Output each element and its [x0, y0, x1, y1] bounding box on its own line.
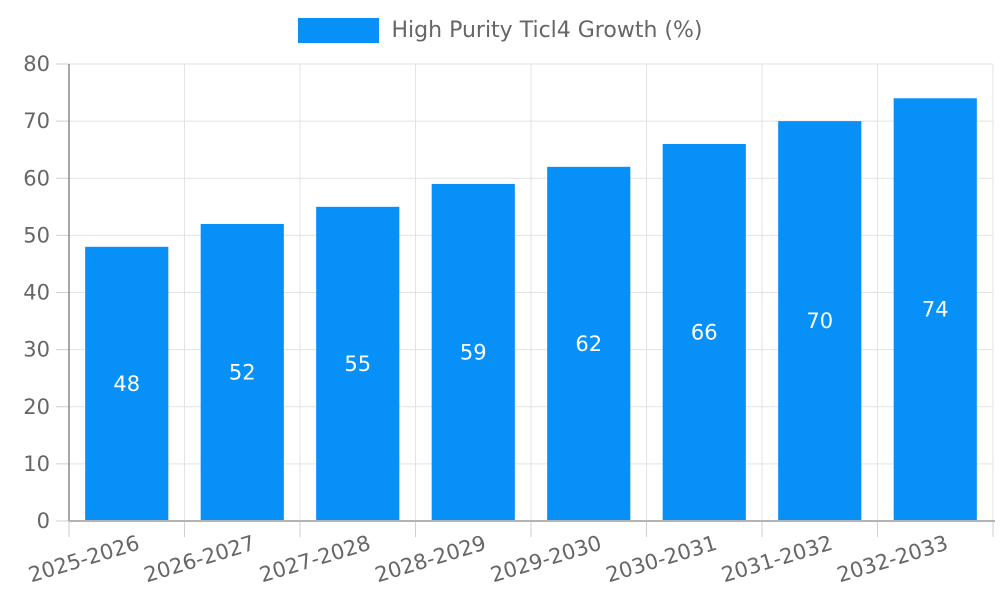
bar-2025-2026[interactable]	[85, 246, 169, 522]
legend-swatch-icon	[297, 18, 379, 43]
legend-label: High Purity Ticl4 Growth (%)	[391, 18, 703, 43]
x-axis-tick-label: 2026-2027	[141, 531, 257, 587]
y-axis-tick-label: 70	[23, 109, 50, 133]
x-axis-tick-label: 2029-2030	[488, 531, 604, 587]
x-axis-tick-label: 2027-2028	[257, 531, 373, 587]
y-axis-tick-label: 10	[23, 452, 50, 476]
bar-2027-2028[interactable]	[316, 206, 400, 521]
bar-value-label: 74	[922, 298, 949, 322]
y-axis-tick-label: 80	[23, 52, 50, 76]
x-axis-tick-label: 2031-2032	[719, 531, 835, 587]
bar-2029-2030[interactable]	[547, 166, 631, 521]
bar-2031-2032[interactable]	[778, 121, 862, 521]
y-axis-tick-label: 0	[37, 509, 50, 533]
bar-value-label: 48	[113, 372, 140, 396]
y-axis-tick-label: 20	[23, 395, 50, 419]
bar-value-label: 55	[344, 352, 371, 376]
x-axis-tick-label: 2028-2029	[372, 531, 488, 587]
legend[interactable]: High Purity Ticl4 Growth (%)	[0, 18, 1000, 43]
bar-value-label: 66	[691, 320, 718, 344]
y-axis-tick-label: 50	[23, 223, 50, 247]
y-axis-tick-label: 40	[23, 281, 50, 305]
bar-2032-2033[interactable]	[893, 98, 977, 522]
y-axis-tick-label: 60	[23, 166, 50, 190]
bar-2028-2029[interactable]	[431, 183, 515, 521]
bar-value-label: 62	[575, 332, 602, 356]
x-axis-tick-label: 2030-2031	[603, 531, 719, 587]
x-axis-tick-label: 2025-2026	[26, 531, 142, 587]
bar-value-label: 59	[460, 340, 487, 364]
bar-2026-2027[interactable]	[200, 223, 284, 521]
bar-value-label: 52	[229, 360, 256, 384]
y-axis-tick-label: 30	[23, 338, 50, 362]
bar-value-label: 70	[806, 309, 833, 333]
bar-2030-2031[interactable]	[662, 143, 746, 521]
x-axis-tick-label: 2032-2033	[834, 531, 950, 587]
